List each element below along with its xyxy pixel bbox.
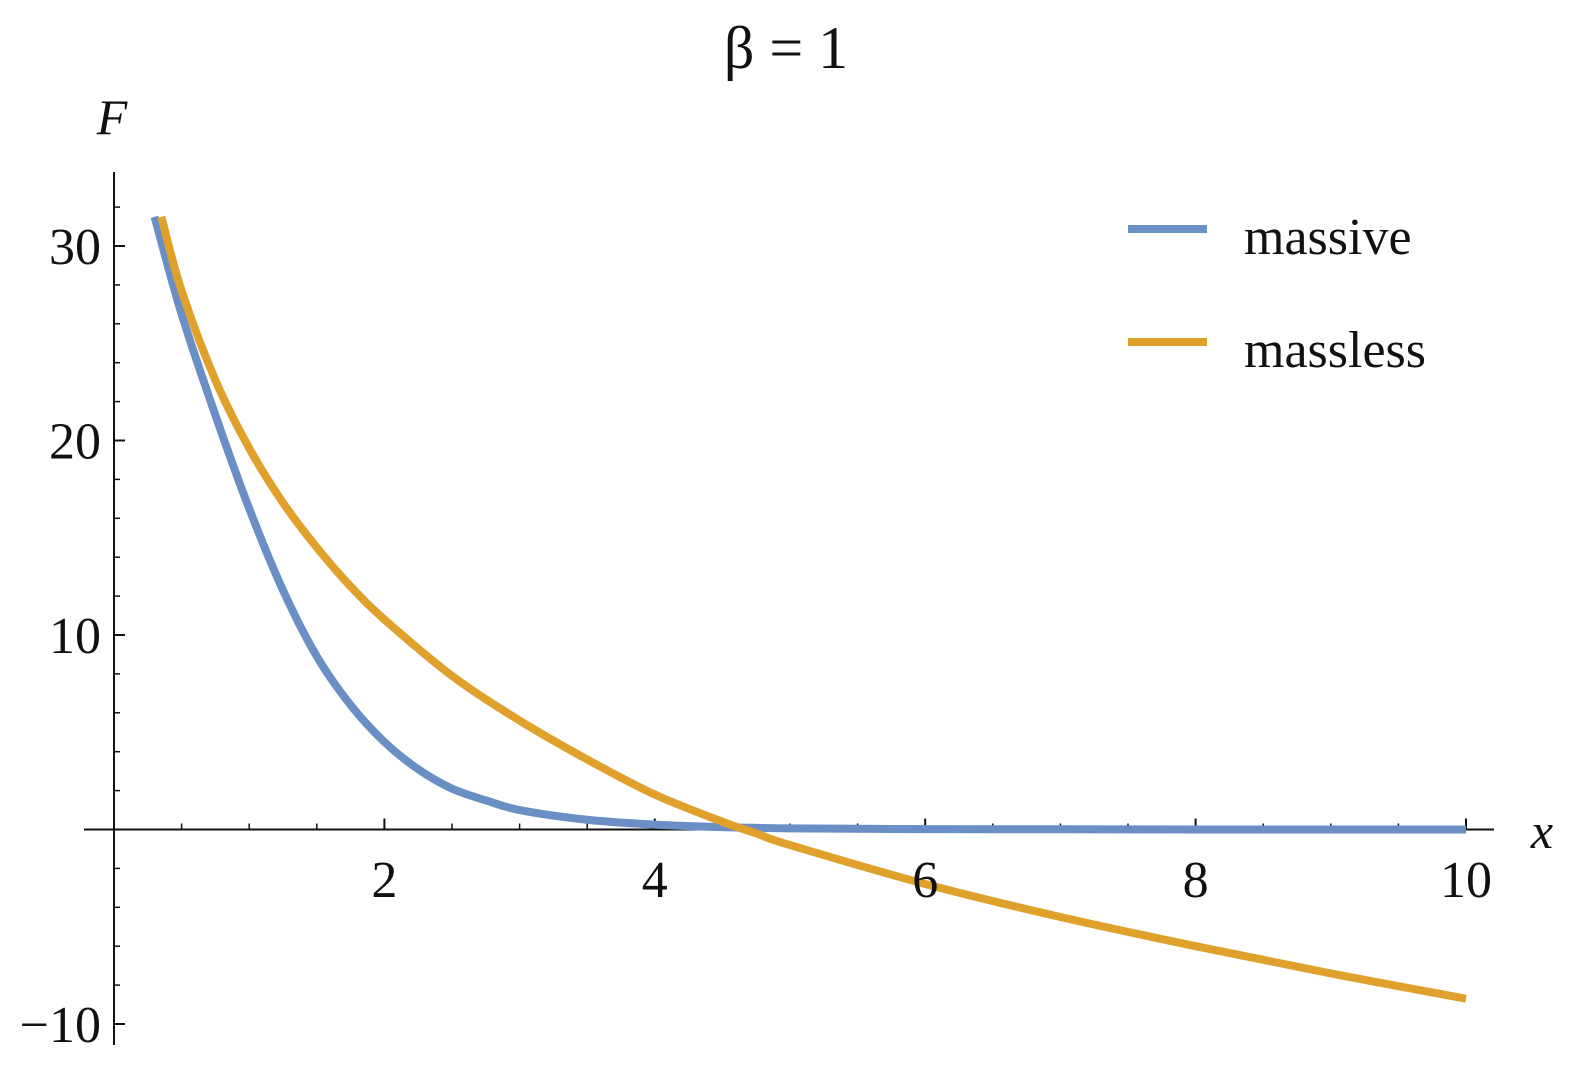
y-tick-label: 10 — [49, 608, 101, 665]
legend: massive massless — [1128, 209, 1426, 379]
x-tick-label: 10 — [1440, 852, 1492, 909]
chart-title: β = 1 — [724, 15, 848, 81]
y-tick-label: 20 — [49, 414, 101, 471]
y-axis-label: F — [96, 89, 128, 145]
series-line-massive — [150, 215, 1466, 834]
y-tick-label: −10 — [20, 997, 101, 1054]
legend-label-massive: massive — [1244, 209, 1412, 266]
x-tick-label: 4 — [642, 852, 668, 909]
x-axis-label: x — [1530, 803, 1553, 859]
series-line-massless — [157, 215, 1467, 1003]
x-tick-label: 8 — [1183, 852, 1209, 909]
legend-label-massless: massless — [1244, 322, 1426, 379]
x-tick-label: 6 — [912, 852, 938, 909]
y-tick-label: 30 — [49, 219, 101, 276]
tick-labels: 2 4 6 8 10 −10 10 20 30 — [20, 219, 1492, 1054]
x-tick-label: 2 — [371, 852, 397, 909]
series-layer — [150, 215, 1467, 1003]
